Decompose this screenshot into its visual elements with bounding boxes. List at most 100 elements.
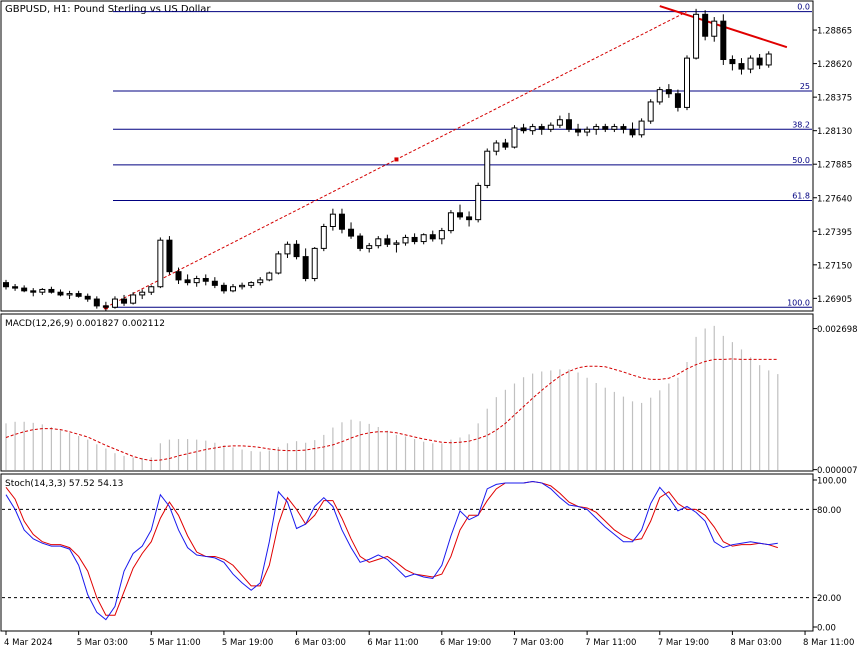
- candle-bullish: [311, 247, 318, 280]
- candle-bullish: [239, 284, 246, 288]
- macd-y-axis: 0.002698 0.000007: [813, 325, 858, 476]
- candle-bullish: [130, 294, 137, 304]
- candle-bearish: [3, 282, 9, 288]
- candle-bullish: [275, 253, 282, 274]
- candle-bullish: [556, 119, 563, 126]
- candle-bearish: [175, 271, 182, 281]
- candle-bullish: [493, 142, 500, 152]
- time-tick-label: 7 Mar 03:00: [512, 638, 563, 648]
- fibonacci-levels: 0.0 25 38.2 50.0 61.8 100.0: [113, 3, 812, 308]
- candle-bullish: [111, 298, 118, 308]
- candle-bullish: [684, 57, 690, 108]
- time-tick-label: 6 Mar 11:00: [367, 638, 418, 648]
- candle-bearish: [12, 286, 19, 289]
- stoch-tick-label: 100.00: [817, 477, 847, 487]
- candle-bullish: [656, 89, 663, 103]
- stoch-signal-series: [5, 480, 778, 616]
- candle-bullish: [157, 239, 164, 288]
- candle-bearish: [384, 238, 391, 245]
- time-tick-label: 8 Mar 11:00: [803, 638, 854, 648]
- candle-bullish: [475, 184, 482, 221]
- candle-bullish: [375, 238, 382, 247]
- candle-bullish: [230, 286, 236, 292]
- fib-level-label: 100.0: [787, 298, 810, 307]
- candle-bearish: [338, 213, 345, 230]
- candle-bullish: [584, 128, 591, 133]
- candle-bearish: [457, 212, 463, 218]
- candle-bearish: [220, 284, 227, 292]
- candle-bullish: [284, 243, 291, 255]
- macd-tick-label: 0.002698: [817, 325, 858, 335]
- candle-bullish: [420, 234, 427, 243]
- candle-bullish: [638, 120, 645, 136]
- price-y-axis: 1.28865 1.28620 1.28375 1.28130 1.27885 1.276…: [813, 27, 852, 305]
- time-tick-label: 5 Mar 11:00: [149, 638, 200, 648]
- stochastic-lines: [5, 480, 778, 621]
- candle-bullish: [402, 236, 409, 244]
- candle-bearish: [357, 235, 364, 249]
- price-tick-label: 1.28865: [817, 27, 852, 37]
- macd-title: MACD(12,26,9) 0.001827 0.002112: [5, 319, 165, 329]
- candle-bullish: [693, 13, 700, 59]
- price-tick-label: 1.28375: [817, 94, 852, 104]
- candle-bullish: [329, 213, 336, 227]
- candle-bearish: [57, 291, 64, 296]
- candle-bullish: [529, 126, 536, 132]
- candle-bearish: [293, 243, 300, 258]
- candle-bearish: [674, 93, 681, 108]
- macd-signal-series: [5, 358, 778, 462]
- macd-signal-line: [5, 358, 778, 462]
- candle-bearish: [93, 298, 100, 307]
- candle-bearish: [21, 287, 28, 292]
- time-tick-label: 5 Mar 19:00: [222, 638, 273, 648]
- candle-bullish: [366, 245, 373, 249]
- candle-bearish: [211, 280, 218, 286]
- fib-level-label: 38.2: [792, 120, 810, 129]
- stoch-tick-label: 0.00: [817, 624, 836, 634]
- candle-bearish: [302, 256, 309, 280]
- candle-bearish: [702, 13, 709, 37]
- time-tick-label: 7 Mar 19:00: [658, 638, 709, 648]
- candle-bearish: [565, 119, 572, 130]
- stoch-main-series: [5, 480, 778, 621]
- candle-bullish: [320, 225, 327, 249]
- candle-bearish: [738, 63, 745, 70]
- time-tick-label: 6 Mar 03:00: [295, 638, 346, 648]
- candle-bullish: [148, 286, 155, 293]
- candle-bearish: [520, 127, 527, 132]
- stoch-panel-frame: [0, 473, 814, 632]
- candle-bullish: [266, 272, 273, 281]
- time-tick-label: 6 Mar 19:00: [440, 638, 491, 648]
- candle-bullish: [765, 53, 772, 66]
- fib-level-label: 50.0: [792, 156, 810, 165]
- candlesticks: [3, 8, 772, 312]
- candle-bullish: [484, 150, 491, 186]
- candle-bullish: [747, 57, 754, 70]
- macd-panel-frame: [0, 313, 814, 472]
- price-chart-title: GBPUSD, H1: Pound Sterling vs US Dollar: [5, 4, 211, 15]
- candle-bearish: [30, 290, 37, 293]
- candle-bullish: [647, 101, 654, 122]
- candle-bearish: [84, 295, 91, 300]
- macd-histogram: [5, 325, 779, 470]
- candle-bearish: [602, 126, 609, 130]
- candle-bullish: [66, 293, 73, 296]
- candle-bullish: [611, 126, 618, 130]
- candle-bearish: [720, 20, 727, 60]
- candle-bullish: [139, 291, 146, 296]
- candle-bearish: [756, 57, 763, 66]
- candle-bearish: [48, 288, 55, 293]
- candle-bearish: [729, 58, 736, 65]
- candle-bearish: [665, 89, 672, 95]
- candle-bearish: [166, 239, 173, 273]
- candle-bullish: [257, 279, 264, 284]
- time-tick-label: 4 Mar 2024: [4, 638, 52, 648]
- candle-bullish: [511, 127, 518, 148]
- price-tick-label: 1.28130: [817, 127, 852, 137]
- candle-bullish: [438, 230, 445, 240]
- candle-bullish: [193, 278, 200, 284]
- candle-bullish: [248, 282, 255, 286]
- candle-bullish: [547, 124, 554, 130]
- stochastic-panel: Stoch(14,3,3) 57.52 54.13 100.00 80.00 20.…: [0, 473, 847, 634]
